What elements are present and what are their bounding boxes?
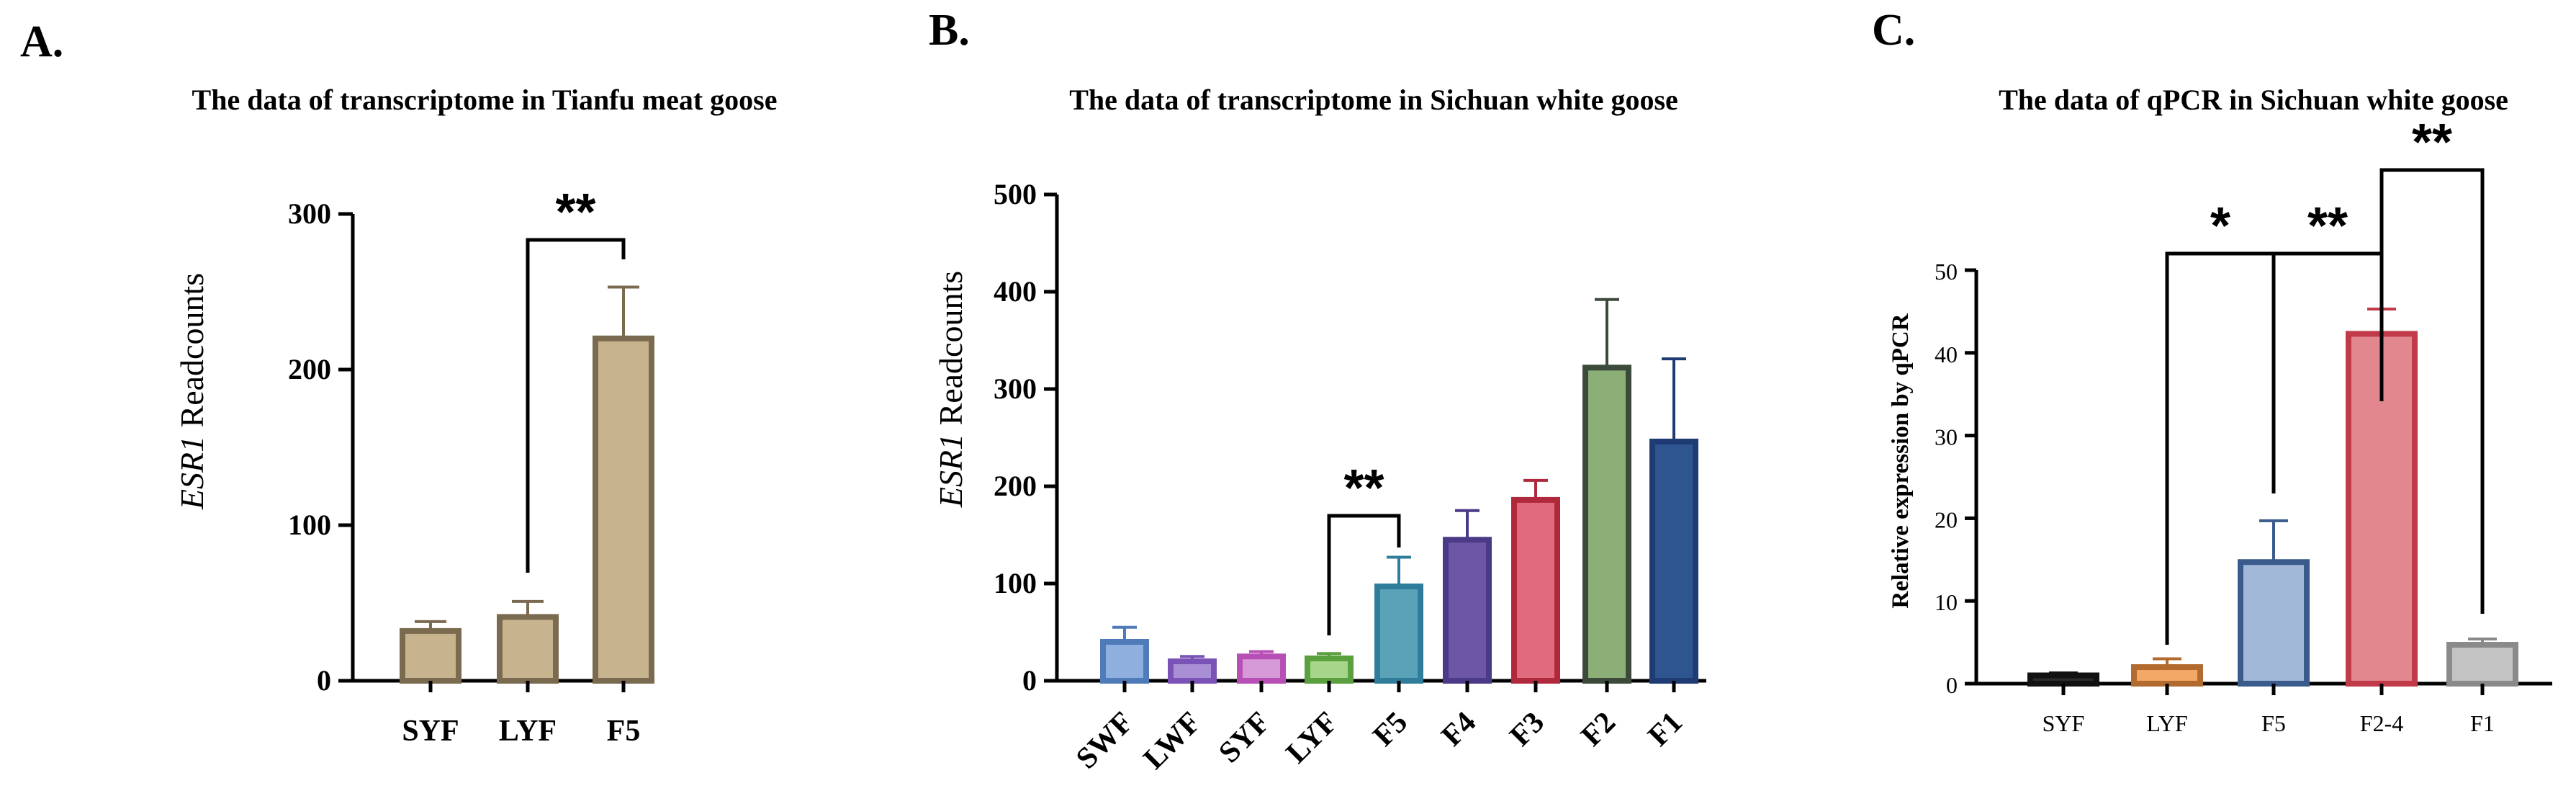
panel-c-category-label: F1 xyxy=(2470,710,2495,736)
panel-c-y-tick-label: 40 xyxy=(1935,341,1958,367)
panel-a-y-tick-label: 300 xyxy=(288,197,331,230)
panel-a-title: The data of transcriptome in Tianfu meat… xyxy=(192,84,778,116)
panel-a-letter: A. xyxy=(20,17,63,66)
panel-b-bar xyxy=(1649,438,1698,684)
panel-a-y-tick-label: 200 xyxy=(288,353,331,385)
panel-b-significance-bracket xyxy=(1327,514,1401,635)
panel-b-significance-label: ** xyxy=(1343,460,1384,517)
panel-a-category-label: F5 xyxy=(607,715,641,748)
panel-b-y-tick-label: 400 xyxy=(994,275,1037,308)
panel-b-category-label: F5 xyxy=(1367,706,1415,754)
panel-c-category-label: LYF xyxy=(2146,710,2187,736)
panel-b-bar xyxy=(1100,639,1149,684)
panel-a-y-tick-label: 100 xyxy=(288,509,331,541)
panel-b-bar xyxy=(1443,537,1492,684)
panel-a-marks: 0 100 200 300 SYF LYF F5 ** xyxy=(288,184,654,748)
panel-b-y-axis-label-rest: Readcounts xyxy=(932,271,969,434)
panel-b-y-tick-label: 500 xyxy=(994,178,1037,210)
panel-b-bar xyxy=(1582,365,1631,684)
panel-c-category-label: F2-4 xyxy=(2360,710,2403,736)
panel-c-category-label: SYF xyxy=(2043,710,2085,736)
panel-c-significance-label: * xyxy=(2210,197,2230,255)
panel-c-y-tick-label: 20 xyxy=(1935,506,1958,532)
panel-c-letter: C. xyxy=(1872,6,1915,55)
panel-b-bar xyxy=(1511,496,1560,684)
panel-c-title: The data of qPCR in Sichuan white goose xyxy=(1999,84,2508,116)
panel-c-y-axis-label: Relative expression by qPCR xyxy=(1888,313,1914,608)
panel-b-y-tick-label: 300 xyxy=(994,372,1037,405)
panel-a-category-label: LYF xyxy=(499,715,557,748)
panel-b-category-label: F2 xyxy=(1575,706,1623,754)
panel-b-y-axis-label: ESR1 Readcounts xyxy=(932,271,969,508)
panel-a-y-axis-label-gene: ESR1 xyxy=(174,436,210,510)
panel-a-y-axis-label: ESR1 Readcounts xyxy=(174,273,210,510)
panel-b-bar xyxy=(1237,653,1286,684)
panel-a-bar xyxy=(400,627,461,684)
panel-c-significance-label: ** xyxy=(2412,114,2452,171)
panel-b-y-tick-label: 200 xyxy=(994,470,1037,502)
panel-b-category-label: F1 xyxy=(1642,706,1690,754)
panel-b-category-label: LYF xyxy=(1280,706,1344,770)
panel-c: C. The data of qPCR in Sichuan white goo… xyxy=(1872,6,2552,736)
panel-b-y-tick-label: 100 xyxy=(994,567,1037,599)
panel-a-bar xyxy=(593,335,654,684)
panel-c-significance-label: ** xyxy=(2307,197,2348,255)
panel-c-bar xyxy=(2027,672,2099,687)
panel-c-y-tick-label: 0 xyxy=(1946,672,1958,698)
panel-b: B. The data of transcriptome in Sichuan … xyxy=(929,6,1706,776)
panel-b-letter: B. xyxy=(929,6,970,55)
panel-c-y-tick-label: 50 xyxy=(1935,259,1958,285)
panel-a-y-tick-label: 0 xyxy=(317,664,331,697)
panel-b-bar xyxy=(1374,584,1423,684)
panel-c-bar xyxy=(2446,642,2518,687)
panel-b-category-label: SWF xyxy=(1070,706,1140,776)
panel-a-bar xyxy=(497,614,559,684)
panel-a-significance-bracket xyxy=(526,238,626,573)
panel-b-bar xyxy=(1305,655,1354,684)
panel-c-y-tick-label: 30 xyxy=(1935,424,1958,450)
panel-b-title: The data of transcriptome in Sichuan whi… xyxy=(1069,84,1678,116)
panel-a-significance-label: ** xyxy=(555,184,595,241)
panel-c-y-tick-label: 10 xyxy=(1935,589,1958,615)
panel-b-category-label: F3 xyxy=(1504,706,1552,754)
panel-c-category-label: F5 xyxy=(2261,710,2286,736)
panel-b-category-label: F4 xyxy=(1436,706,1483,754)
panel-b-y-axis-label-gene: ESR1 xyxy=(932,434,969,508)
panel-c-significance-bracket xyxy=(2379,168,2485,614)
panel-a-category-label: SYF xyxy=(402,715,459,748)
panel-a-y-axis-label-rest: Readcounts xyxy=(174,273,210,436)
panel-b-category-label: SYF xyxy=(1212,706,1276,770)
panel-b-bar xyxy=(1168,658,1217,684)
panel-a: A. The data of transcriptome in Tianfu m… xyxy=(20,17,777,748)
panel-c-bar xyxy=(2238,559,2310,687)
panel-b-category-label: LWF xyxy=(1138,706,1207,776)
panel-b-y-tick-label: 0 xyxy=(1022,664,1037,697)
panel-c-bar xyxy=(2131,664,2203,687)
